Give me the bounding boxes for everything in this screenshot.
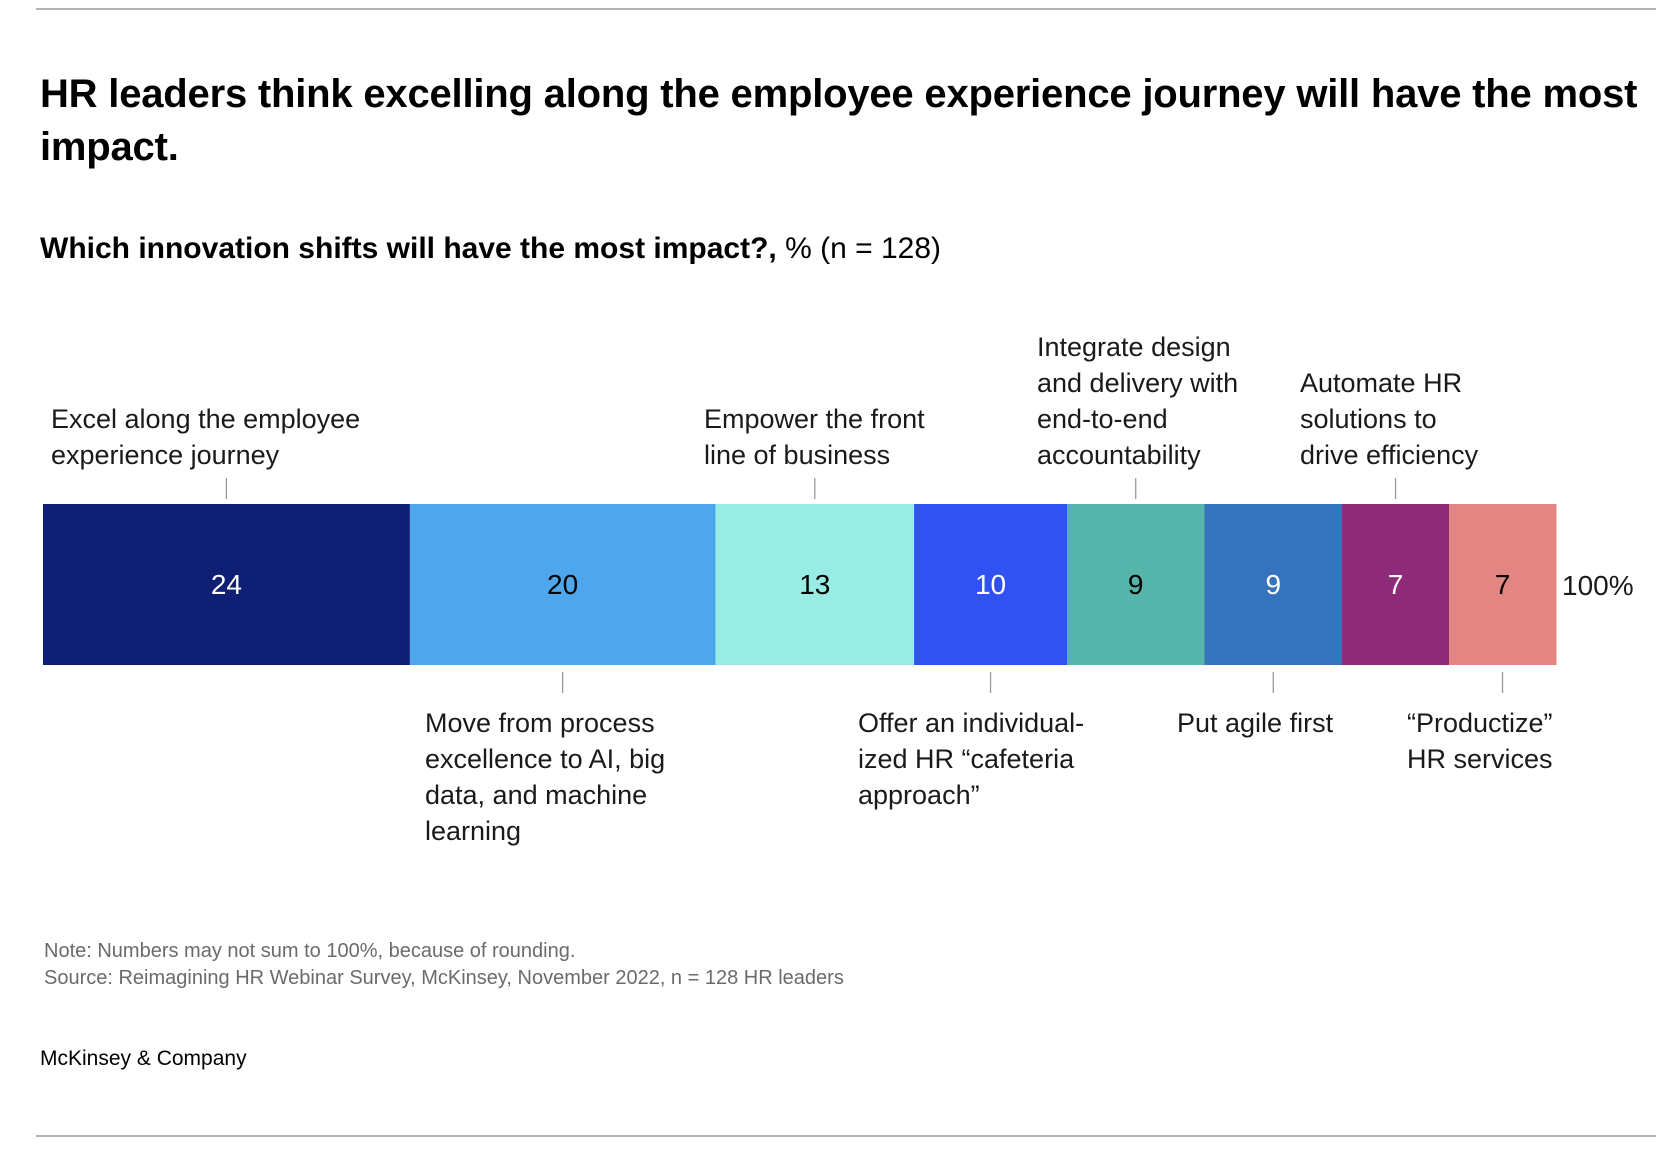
stacked-bar-chart: 24 20 13 10 9 9 7 7 Excel along the employee exp… <box>43 332 1634 846</box>
category-label-4-line-1: Offer an individual- <box>858 708 1084 738</box>
category-label-5-line-1: Integrate design <box>1037 332 1231 362</box>
bar-segment-5 <box>1066 504 1205 665</box>
bar-segment-4 <box>914 504 1068 665</box>
category-label-5-line-2: and delivery with <box>1037 368 1238 398</box>
bottom-rule <box>36 1135 1656 1137</box>
bar-segment-8 <box>1449 504 1557 665</box>
category-label-2-line-2: excellence to AI, big <box>425 744 665 774</box>
category-label-5-line-3: end-to-end <box>1037 404 1168 434</box>
bar-segment-2 <box>409 504 716 665</box>
subtitle-unit: % (n = 128) <box>776 232 942 265</box>
note-text: Note: Numbers may not sum to 100%, becau… <box>44 940 576 962</box>
brand-footer: McKinsey & Company <box>40 1047 247 1070</box>
category-label-4-line-3: approach” <box>858 780 980 810</box>
leader-lines <box>225 478 1504 693</box>
category-label-3-line-2: line of business <box>704 440 890 470</box>
value-label-5: 9 <box>1128 569 1144 600</box>
category-label-3-line-1: Empower the front <box>704 404 925 434</box>
bar-segment-6 <box>1204 504 1343 665</box>
value-label-6: 9 <box>1265 569 1281 600</box>
category-label-8-line-2: HR services <box>1407 744 1553 774</box>
bar-segment-3 <box>715 504 915 665</box>
value-label-8: 7 <box>1495 569 1511 600</box>
category-label-2-line-4: learning <box>425 816 521 846</box>
category-label-4-line-2: ized HR “cafeteria <box>858 744 1075 774</box>
total-label: 100% <box>1562 570 1634 601</box>
value-labels: 24 20 13 10 9 9 7 7 <box>211 569 1510 600</box>
category-label-7-line-2: solutions to <box>1300 404 1437 434</box>
bar-segment-7 <box>1342 504 1450 665</box>
chart-title: HR leaders think excelling along the emp… <box>40 72 1638 169</box>
source-text: Source: Reimagining HR Webinar Survey, M… <box>44 967 844 989</box>
value-label-2: 20 <box>547 569 578 600</box>
subtitle-question: Which innovation shifts will have the mo… <box>40 232 777 265</box>
value-label-1: 24 <box>211 569 242 600</box>
category-label-7-line-3: drive efficiency <box>1300 440 1479 470</box>
top-rule <box>36 8 1656 10</box>
bar-segment-1 <box>43 504 411 665</box>
category-label-6-line-1: Put agile first <box>1177 708 1334 738</box>
category-label-2-line-1: Move from process <box>425 708 655 738</box>
category-label-7-line-1: Automate HR <box>1300 368 1462 398</box>
category-label-2-line-3: data, and machine <box>425 780 647 810</box>
bar-segments <box>43 504 1557 665</box>
category-labels: Excel along the employee experience journ… <box>51 332 1553 846</box>
chart-subtitle: Which innovation shifts will have the mo… <box>40 232 941 266</box>
value-label-3: 13 <box>799 569 830 600</box>
category-label-1-line-1: Excel along the employee <box>51 404 360 434</box>
value-label-7: 7 <box>1388 569 1404 600</box>
footnotes: Note: Numbers may not sum to 100%, becau… <box>44 938 844 992</box>
category-label-8-line-1: “Productize” <box>1407 708 1553 738</box>
category-label-5-line-4: accountability <box>1037 440 1201 470</box>
category-label-1-line-2: experience journey <box>51 440 280 470</box>
value-label-4: 10 <box>975 569 1006 600</box>
